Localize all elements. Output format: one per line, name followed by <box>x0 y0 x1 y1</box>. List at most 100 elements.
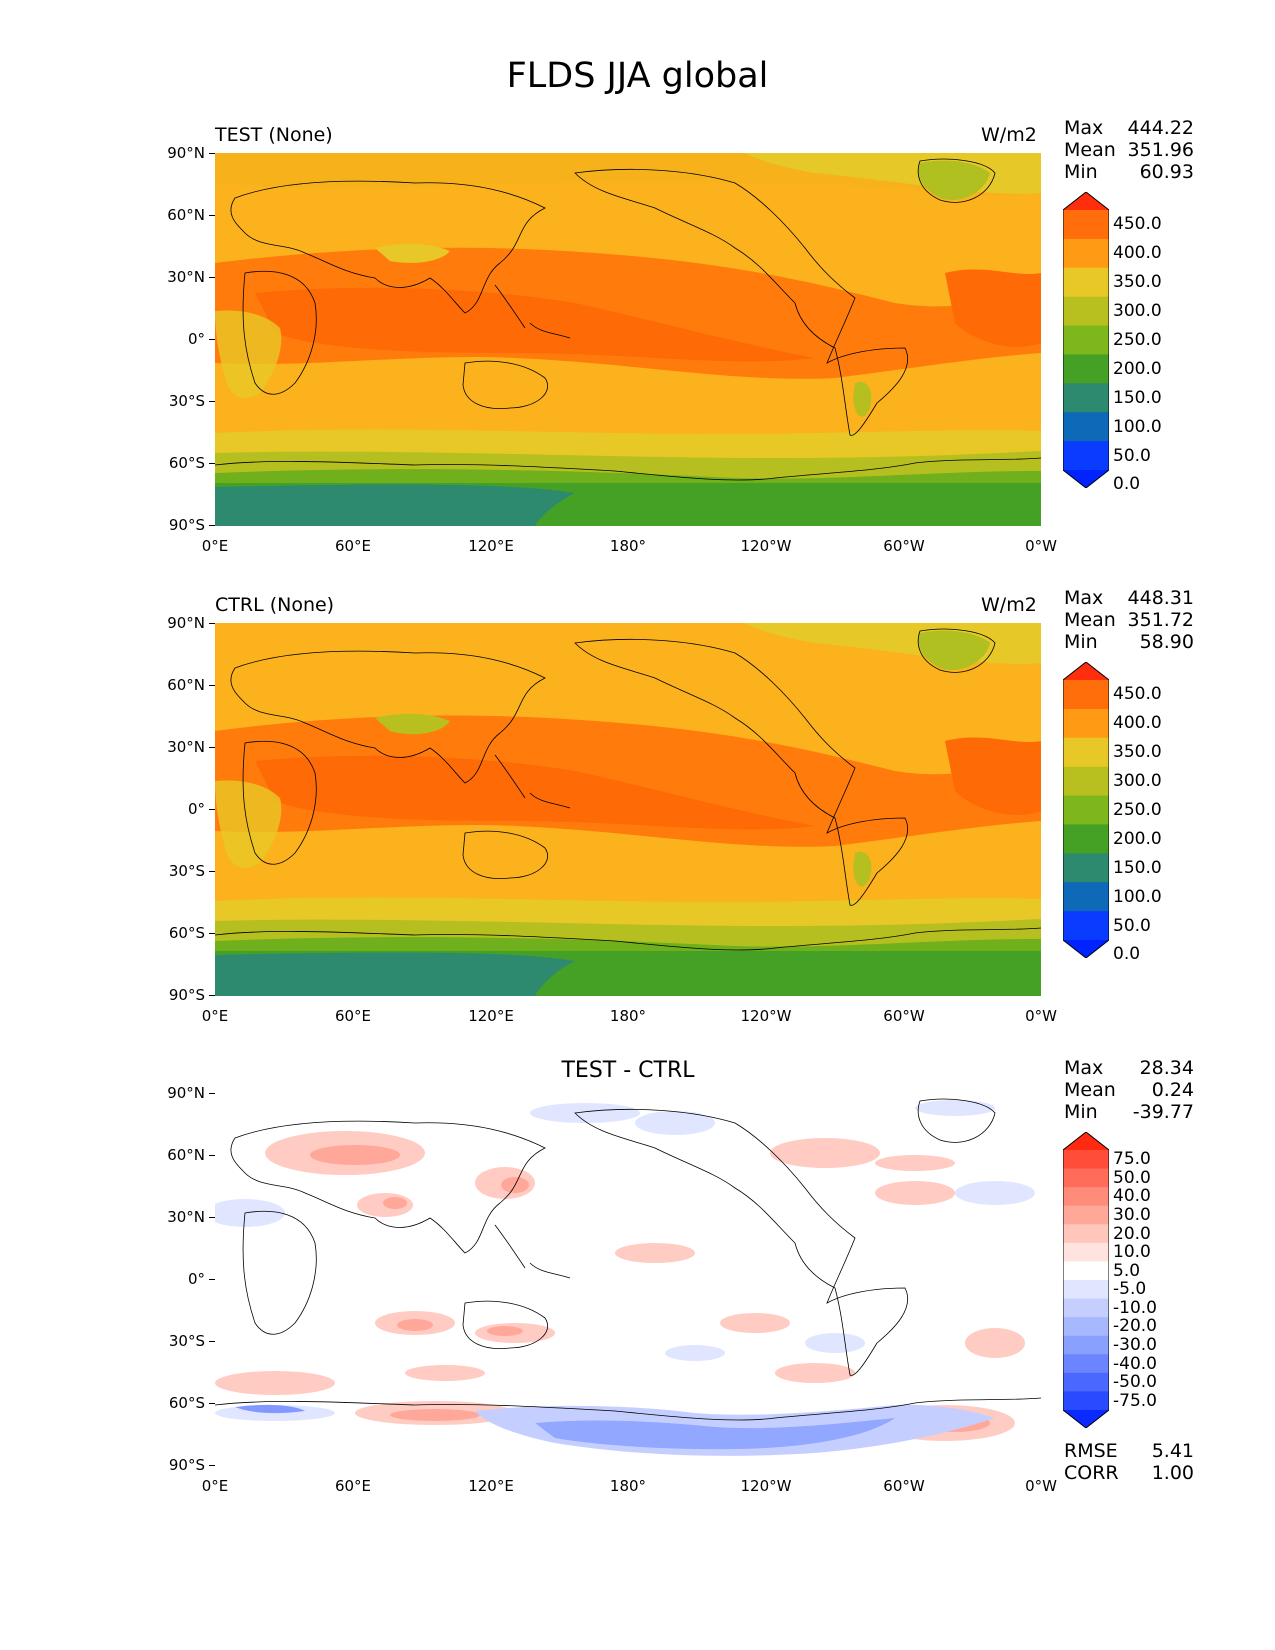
lat-label: 60°N <box>167 206 205 224</box>
colorbar-label: -5.0 <box>1113 1279 1147 1300</box>
colorbar-label: 350.0 <box>1113 742 1162 763</box>
lon-label: 120°E <box>468 537 514 555</box>
lon-label: 120°W <box>740 537 792 555</box>
stat-mean: 0.24 <box>1151 1079 1194 1101</box>
colorbar-label: 75.0 <box>1113 1149 1151 1170</box>
lon-label: 180° <box>609 1477 647 1495</box>
units-label: W/m2 <box>981 594 1037 616</box>
colorbar-swatch <box>1063 1335 1109 1355</box>
colorbar-swatch <box>1063 296 1109 327</box>
colorbar-swatch <box>1063 737 1109 768</box>
colorbar <box>1063 192 1109 488</box>
colorbar-swatch <box>1063 1187 1109 1207</box>
lon-label: 60°E <box>334 1007 372 1025</box>
colorbar-swatch <box>1063 1354 1109 1374</box>
colorbar-label: 200.0 <box>1113 828 1162 849</box>
contour-map <box>215 623 1041 996</box>
contour-map <box>215 1093 1041 1466</box>
lat-label: 90°N <box>167 144 205 162</box>
colorbar-label: 0.0 <box>1113 944 1141 965</box>
colorbar-label: 50.0 <box>1113 1167 1151 1188</box>
colorbar-label: -30.0 <box>1113 1335 1157 1355</box>
lat-label: 90°S <box>168 1456 205 1474</box>
colorbar-label: 300.0 <box>1113 301 1162 322</box>
stat-min-label: Min <box>1064 1101 1098 1123</box>
lon-label: 60°E <box>334 1477 372 1495</box>
colorbar-swatch <box>1063 354 1109 384</box>
colorbar-label: 450.0 <box>1113 214 1162 235</box>
colorbar-swatch <box>1063 766 1109 797</box>
colorbar-label: 300.0 <box>1113 771 1162 792</box>
stat-mean: 351.96 <box>1127 139 1194 161</box>
lat-label: 30°S <box>168 862 205 880</box>
colorbar-label: 450.0 <box>1113 684 1162 705</box>
lon-label: 60°W <box>883 1007 925 1025</box>
colorbar-label: 50.0 <box>1113 445 1151 466</box>
stat-mean: 351.72 <box>1127 609 1194 631</box>
colorbar-swatch <box>1063 1150 1109 1170</box>
units-label: W/m2 <box>981 124 1037 146</box>
lon-label: 60°W <box>883 537 925 555</box>
lat-label: 30°S <box>168 392 205 410</box>
panel-diff: TEST - CTRL <box>0 940 1275 1495</box>
colorbar-swatch <box>1063 1224 1109 1244</box>
map-ctrl <box>215 623 1041 996</box>
colorbar-label: -75.0 <box>1113 1390 1157 1411</box>
stat-max-label: Max <box>1064 1057 1104 1079</box>
lat-label: 60°N <box>167 1146 205 1164</box>
lat-label: 60°S <box>168 454 205 472</box>
lat-label: 90°N <box>167 1084 205 1102</box>
stats-block: Max 444.22 Mean 351.96 Min 60.93 <box>1064 117 1194 183</box>
stat-min: 58.90 <box>1139 631 1194 653</box>
colorbar-swatch <box>1063 1168 1109 1188</box>
colorbar-swatch <box>1063 1205 1109 1225</box>
lon-label: 0°E <box>201 1007 229 1025</box>
lon-label: 0°W <box>1025 537 1057 555</box>
colorbar-swatch <box>1063 1280 1109 1300</box>
colorbar-label: 30.0 <box>1113 1205 1151 1225</box>
lat-label: 60°N <box>167 676 205 694</box>
colorbar-label: -40.0 <box>1113 1353 1157 1374</box>
stat-max: 28.34 <box>1139 1057 1194 1079</box>
lon-label: 0°W <box>1025 1007 1057 1025</box>
colorbar-swatch <box>1063 853 1109 883</box>
panel-ctrl: CTRL (None) W/m2 <box>0 470 1275 1025</box>
colorbar-label: 100.0 <box>1113 886 1162 907</box>
lat-label: 30°N <box>167 268 205 286</box>
colorbar-swatch <box>1063 441 1109 471</box>
lat-label: 90°N <box>167 614 205 632</box>
stat-min-label: Min <box>1064 161 1098 183</box>
colorbar-swatch <box>1063 1242 1109 1262</box>
colorbar-swatch <box>1063 708 1109 739</box>
colorbar-swatch <box>1063 1391 1109 1411</box>
lon-label: 180° <box>609 1007 647 1025</box>
lat-label: 60°S <box>168 1394 205 1412</box>
colorbar-swatch <box>1063 1298 1109 1318</box>
colorbar-label: 100.0 <box>1113 416 1162 437</box>
lon-label: 120°E <box>468 1007 514 1025</box>
colorbar-swatch <box>1063 940 1109 958</box>
panel-title: TEST - CTRL <box>561 1058 695 1083</box>
corr-value: 1.00 <box>1151 1462 1194 1484</box>
stat-mean-label: Mean <box>1064 1079 1116 1101</box>
colorbar-swatch <box>1063 1410 1109 1428</box>
colorbar-swatch <box>1063 1261 1109 1281</box>
panel-title: TEST (None) <box>215 124 333 146</box>
colorbar <box>1063 1132 1109 1428</box>
colorbar-label: 400.0 <box>1113 713 1162 734</box>
lon-label: 0°E <box>201 1477 229 1495</box>
stat-mean-label: Mean <box>1064 609 1116 631</box>
stat-max: 444.22 <box>1127 117 1194 139</box>
colorbar-label: 20.0 <box>1113 1223 1151 1244</box>
colorbar-swatch <box>1063 210 1109 240</box>
colorbar-label: -50.0 <box>1113 1372 1157 1393</box>
colorbar-swatch <box>1063 795 1109 825</box>
colorbar-swatch <box>1063 662 1109 680</box>
stat-min: 60.93 <box>1139 161 1194 183</box>
lat-label: 60°S <box>168 924 205 942</box>
lon-label: 120°E <box>468 1477 514 1495</box>
colorbar-label: 400.0 <box>1113 243 1162 264</box>
stat-max: 448.31 <box>1127 587 1194 609</box>
lon-label: 0°W <box>1025 1477 1057 1495</box>
score-block: RMSE 5.41 CORR 1.00 <box>1064 1440 1194 1484</box>
